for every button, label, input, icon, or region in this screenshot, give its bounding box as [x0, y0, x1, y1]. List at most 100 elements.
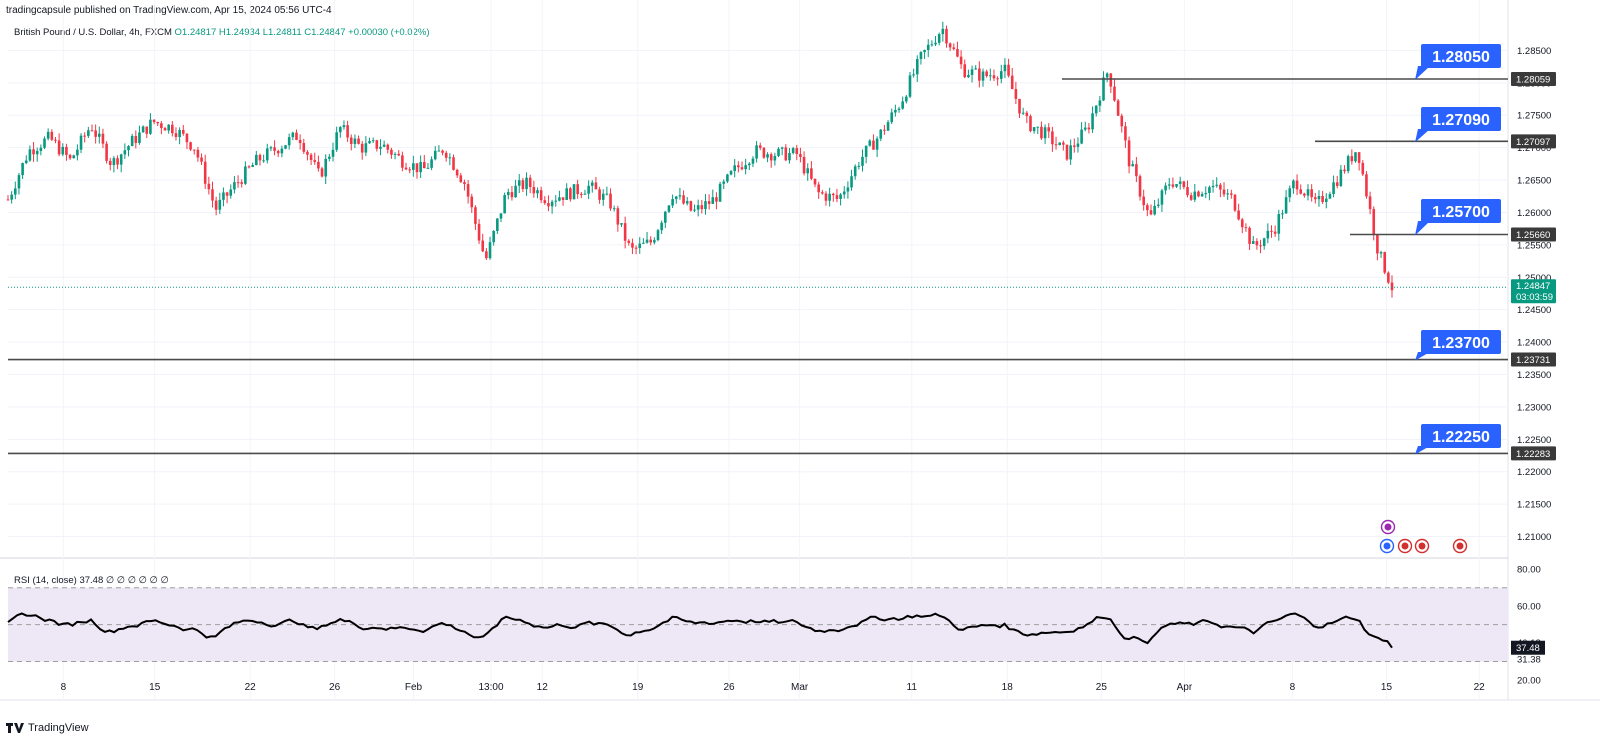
last-price-label: 1.24847 [1516, 281, 1550, 292]
candle-body [693, 209, 696, 211]
ohlc-close: C1.24847 [304, 27, 346, 38]
candle-body [130, 135, 134, 147]
candle-body [941, 28, 945, 35]
candle-body [810, 168, 813, 179]
candle-body [1244, 227, 1248, 229]
candle-body [868, 140, 872, 146]
uk-flag-event-icon[interactable] [1414, 538, 1430, 554]
candle-body [1350, 156, 1354, 162]
candle-body [1127, 140, 1131, 167]
candle-body [715, 197, 718, 202]
price-callout-box[interactable] [1421, 424, 1501, 448]
rsi-line [7, 612, 1393, 649]
candle-body [963, 64, 967, 78]
candle-body [908, 75, 912, 97]
candle-body [1270, 230, 1273, 232]
candle-body [1131, 164, 1135, 167]
candle-body [707, 201, 711, 204]
candle-body [758, 145, 762, 148]
candle-body [1284, 197, 1288, 214]
candle-body [1255, 241, 1259, 246]
time-tick-label: 22 [1474, 682, 1486, 693]
candle-body [861, 156, 864, 166]
level-price-label: 1.27097 [1516, 137, 1550, 148]
price-callout-box[interactable] [1421, 107, 1501, 131]
candle-body [623, 223, 627, 241]
candle-body [897, 108, 901, 110]
tradingview-footer[interactable]: TradingView [6, 722, 89, 734]
candle-body [65, 146, 68, 155]
candle-body [744, 165, 747, 170]
candle-body [156, 122, 160, 124]
candle-body [525, 177, 528, 190]
time-tick-label: 25 [1096, 682, 1108, 693]
candle-body [700, 205, 704, 210]
candle-body [138, 132, 141, 144]
price-callout-box[interactable] [1421, 44, 1501, 68]
candle-body [656, 230, 660, 241]
candle-body [10, 194, 13, 200]
uk-flag-event-icon[interactable] [1397, 538, 1413, 554]
candle-body [864, 145, 868, 157]
candle-body [912, 74, 915, 76]
candles [6, 21, 1394, 298]
level-price-label: 1.28059 [1516, 74, 1550, 85]
candle-body [35, 151, 39, 155]
candle-body [550, 201, 554, 207]
candle-body [225, 192, 229, 196]
price-callout-box[interactable] [1421, 199, 1501, 223]
candle-body [371, 140, 375, 142]
candle-body [777, 148, 780, 156]
candle-body [846, 187, 850, 192]
candle-body [1171, 184, 1175, 187]
candle-body [24, 160, 28, 164]
us-flag-event-icon[interactable] [1379, 538, 1395, 554]
candle-body [1281, 213, 1284, 215]
price-tick-label: 1.23500 [1517, 370, 1551, 381]
candle-body [989, 75, 992, 77]
candle-body [21, 163, 24, 176]
candle-body [357, 138, 360, 144]
level-price-badge [1511, 71, 1556, 86]
candle-body [54, 139, 57, 141]
publisher-header: tradingcapsule published on TradingView.… [6, 5, 332, 16]
candle-body [90, 130, 94, 132]
time-tick-label: 8 [1290, 682, 1296, 693]
candle-body [638, 243, 642, 248]
candle-body [422, 162, 426, 169]
candle-body [499, 213, 503, 219]
candle-body [200, 157, 203, 162]
symbol-name[interactable]: British Pound / U.S. Dollar, 4h, FXCM [14, 27, 172, 38]
candle-body [1153, 205, 1156, 215]
candle-body [181, 129, 185, 134]
candle-body [349, 137, 353, 144]
candle-body [510, 192, 514, 198]
earnings-lightning-icon[interactable] [1380, 519, 1396, 535]
candle-body [791, 148, 795, 153]
candle-body [642, 242, 645, 244]
candle-body [704, 201, 707, 210]
candle-body [1021, 112, 1025, 114]
candle-body [1259, 245, 1262, 247]
uk-flag-event-icon[interactable] [1452, 538, 1468, 554]
price-callout-box[interactable] [1421, 330, 1501, 354]
candle-body [1167, 184, 1171, 186]
candle-body [1109, 73, 1113, 87]
candle-body [674, 196, 678, 200]
callout-pointer [1415, 66, 1430, 80]
price-tick-label: 1.24500 [1517, 305, 1551, 316]
candle-body [517, 180, 521, 186]
candle-body [967, 75, 970, 78]
candle-body [269, 147, 273, 149]
candle-body [68, 154, 72, 159]
candle-body [302, 143, 306, 152]
candle-body [1094, 105, 1098, 114]
candle-body [1124, 126, 1127, 141]
candle-body [503, 195, 506, 214]
time-tick-label: 15 [1381, 682, 1393, 693]
candle-body [1113, 86, 1116, 101]
candle-body [87, 130, 90, 136]
rsi-legend[interactable]: RSI (14, close) 37.48 ∅ ∅ ∅ ∅ ∅ ∅ [14, 575, 169, 586]
last-price-badge [1511, 279, 1556, 304]
